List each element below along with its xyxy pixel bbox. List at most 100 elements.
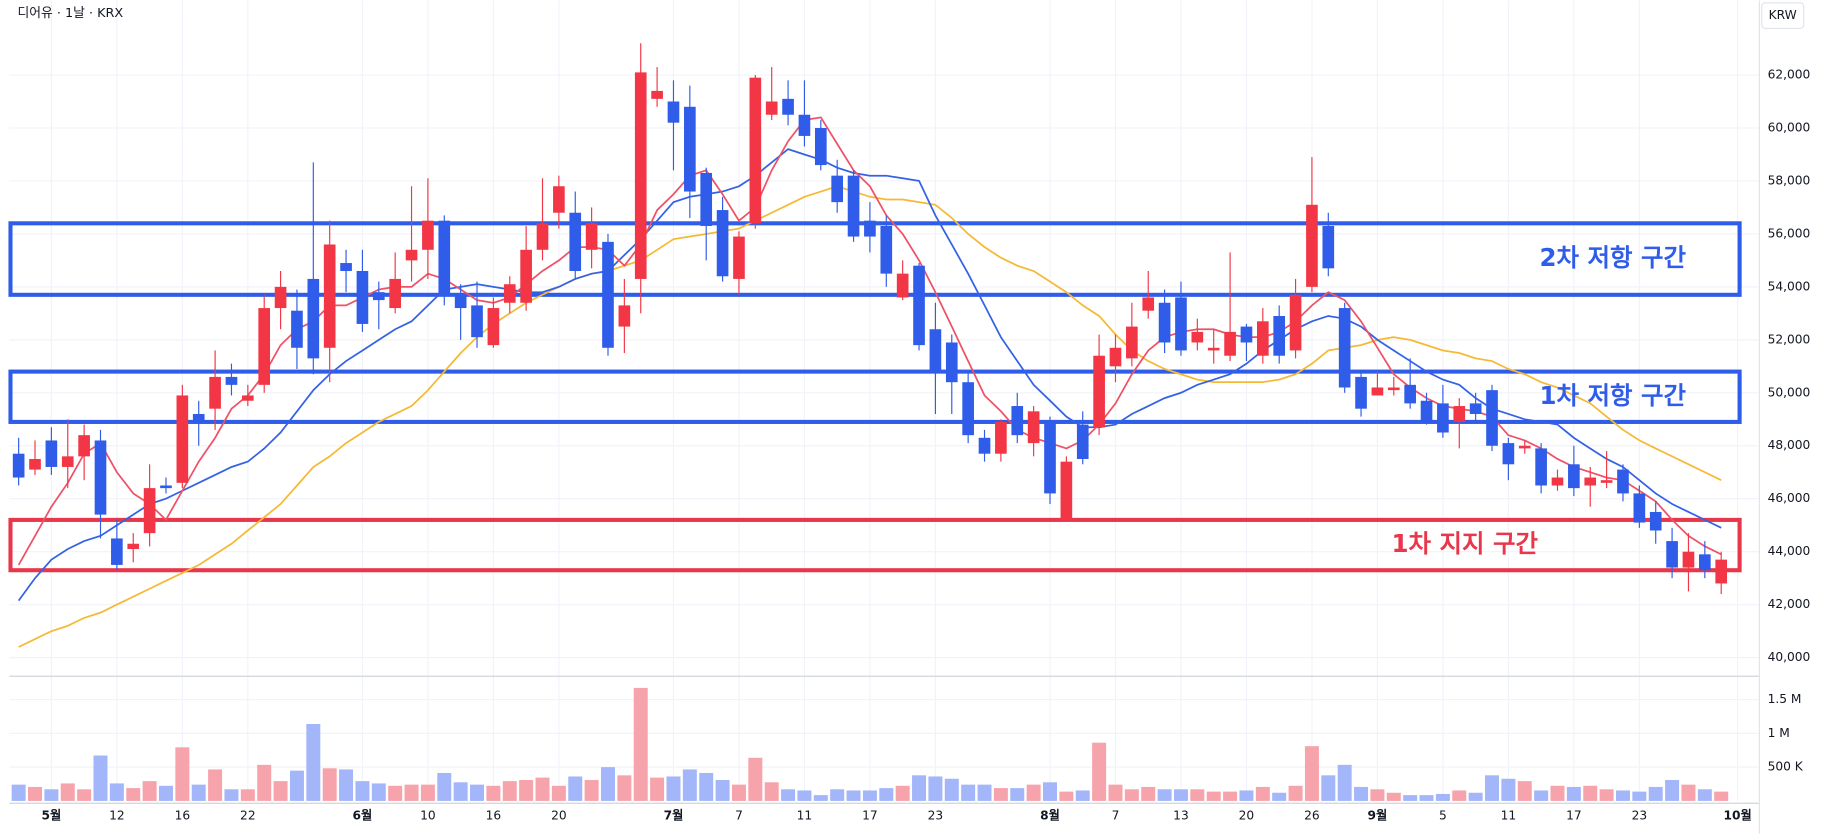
candle-body [765,101,778,115]
volume-bar [1173,789,1188,801]
volume-bar [830,789,845,801]
candle-body [913,265,925,346]
volume-bar [208,769,223,801]
y-tick-label: 52,000 [1768,332,1811,346]
volume-bar [1043,782,1057,801]
x-tick-label: 7 [1112,809,1120,823]
volume-bar [1337,764,1352,801]
x-tick-label: 10월 [1723,808,1751,823]
candle-body [1175,297,1187,351]
candle-body [389,278,401,309]
volume-tick-label: 1 M [1768,726,1790,740]
volume-bar [1141,786,1156,801]
candle-body [798,114,811,136]
volume-bar [961,784,976,801]
volume-tick-label: 1.5 M [1768,692,1802,706]
volume-bar [355,781,370,801]
volume-bar [1403,795,1418,801]
volume-bar [1419,795,1434,801]
candle-body [1076,424,1089,459]
volume-bar [912,775,927,801]
candle-body [1256,321,1269,356]
candle-body [1600,480,1613,483]
volume-bar [1485,775,1500,801]
candle-body [602,241,614,348]
candle-body [896,273,909,298]
zone-label: 1차 지지 구간 [1392,529,1539,558]
candle-body [356,270,369,324]
volume-bar [1599,789,1614,801]
x-tick-label: 7월 [664,808,684,823]
candle-body [422,220,434,250]
volume-bar [1583,785,1598,801]
candle-body [1142,297,1155,311]
candle-body [962,382,974,436]
y-tick-label: 42,000 [1768,597,1811,611]
candle-body [45,440,58,467]
candle-body [12,453,25,478]
candle-body [995,421,1007,454]
currency-box[interactable] [1761,2,1805,29]
volume-bar [1517,781,1532,801]
volume-bar [633,687,648,801]
volume-bar [420,784,435,801]
volume-bar [977,784,992,801]
volume-bar [731,784,746,801]
candle-body [61,456,74,467]
volume-bar [535,777,550,801]
volume-bar [60,783,75,801]
volume-bar [584,779,599,801]
x-tick-label: 11 [797,809,813,823]
candle-body [814,127,827,166]
candle-body [945,342,958,383]
candle-body [1224,331,1236,356]
candle-body [487,308,500,346]
volume-bar [240,789,255,801]
candle-body [667,101,680,123]
volume-bar [993,788,1008,801]
volume-bar [1632,791,1647,801]
volume-bar [44,789,59,801]
volume-bar [1665,779,1680,801]
x-tick-label: 22 [240,809,256,823]
candle-body [1109,347,1122,367]
volume-bar [1370,789,1385,801]
volume-bar [1534,790,1549,801]
candle-body [733,236,745,279]
candle-body [1240,326,1253,343]
volume-bar [519,779,534,801]
candle-body [1682,551,1695,568]
candle-body [471,305,483,338]
volume-bar [1010,788,1025,801]
candle-body [94,440,107,515]
y-tick-label: 54,000 [1768,279,1811,293]
volume-bar [862,790,877,801]
candle-body [1404,384,1416,404]
volume-bar [1075,790,1090,801]
volume-bar [1615,790,1630,801]
currency[interactable]: KRW [1769,8,1797,22]
candle-body [503,284,516,303]
volume-bar [11,784,26,801]
volume-bar [93,755,108,801]
volume-bar [1321,775,1336,801]
x-tick-label: 13 [1173,809,1189,823]
candle-body [1306,204,1318,287]
volume-bar [77,789,92,801]
candle-body [438,220,451,295]
candle-body [405,249,418,261]
volume-bar [1092,742,1107,801]
candle-body [1551,477,1564,486]
x-tick-label: 10 [420,809,436,823]
candle-body [323,244,336,348]
volume-bar [1206,791,1221,801]
candle-body [340,263,352,271]
candle-body [1437,403,1449,433]
chart-title: 디어유 · 1날 · KRX [17,6,123,21]
candle-body [978,437,991,454]
candle-body [1502,443,1515,465]
volume-bar [650,777,665,801]
volume-bar [944,778,959,801]
volume-bar [191,784,206,801]
